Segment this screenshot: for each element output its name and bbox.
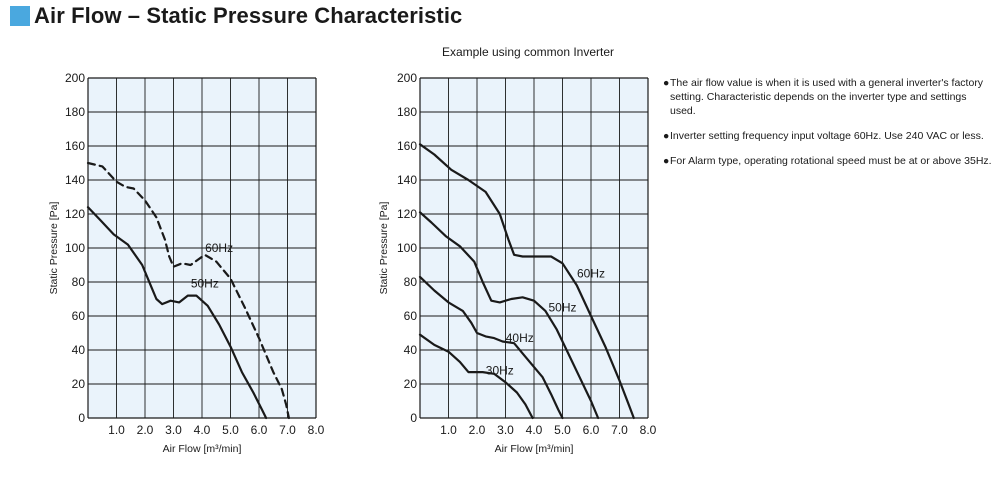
y-tick-label: 80 (404, 275, 418, 289)
y-tick-label: 120 (397, 207, 417, 221)
series-line-60hz (418, 143, 635, 420)
x-tick-label: 3.0 (165, 423, 182, 437)
x-tick-label: 2.0 (137, 423, 154, 437)
series-line-50hz (418, 211, 600, 420)
y-tick-label: 20 (404, 377, 418, 391)
note-text: The air flow value is when it is used wi… (670, 77, 984, 117)
y-tick-label: 180 (65, 105, 85, 119)
x-tick-label: 6.0 (583, 423, 600, 437)
series-line-40hz (418, 275, 564, 420)
series-line-30hz (418, 333, 534, 420)
y-tick-label: 100 (397, 241, 417, 255)
y-tick-label: 160 (65, 139, 85, 153)
note-item: ● The air flow value is when it is used … (663, 76, 993, 118)
y-tick-label: 40 (404, 343, 418, 357)
series-label-30hz: 30Hz (486, 363, 514, 377)
y-tick-label: 0 (410, 411, 417, 425)
bullet-icon: ● (663, 77, 670, 89)
y-tick-label: 80 (72, 275, 86, 289)
y-tick-label: 200 (65, 71, 85, 85)
x-tick-label: 7.0 (611, 423, 628, 437)
y-tick-label: 100 (65, 241, 85, 255)
series-label-50hz: 50Hz (548, 301, 576, 315)
series-label-60hz: 60Hz (577, 267, 605, 281)
chart-common-inverter: 0 20 40 60 80 100 120 140 160 180 200 1.0 2.0 3.0 4.0 5… (378, 45, 657, 455)
x-axis-title: Air Flow [m³/min] (163, 443, 242, 455)
series-label-60hz: 60Hz (205, 241, 233, 255)
bullet-icon: ● (663, 130, 670, 142)
accent-square-icon (10, 6, 30, 26)
x-axis-title: Air Flow [m³/min] (495, 443, 574, 455)
y-tick-label: 0 (78, 411, 85, 425)
note-item: ● For Alarm type, operating rotational s… (663, 154, 993, 168)
y-tick-label: 200 (397, 71, 417, 85)
note-text: For Alarm type, operating rotational spe… (670, 155, 992, 167)
page-title: Air Flow – Static Pressure Characteristi… (34, 3, 463, 28)
x-tick-label: 8.0 (308, 423, 325, 437)
x-tick-label: 1.0 (440, 423, 457, 437)
bullet-icon: ● (663, 155, 670, 167)
x-tick-label: 4.0 (526, 423, 543, 437)
title-bar: Air Flow – Static Pressure Characteristi… (10, 3, 463, 28)
y-tick-label: 140 (65, 173, 85, 187)
notes-list: ● The air flow value is when it is used … (663, 76, 993, 179)
series-line-60hz (86, 161, 290, 420)
y-tick-label: 160 (397, 139, 417, 153)
x-tick-label: 2.0 (469, 423, 486, 437)
y-axis-title: Static Pressure [Pa] (48, 202, 60, 295)
x-tick-label: 1.0 (108, 423, 125, 437)
x-tick-label: 4.0 (194, 423, 211, 437)
note-text: Inverter setting frequency input voltage… (670, 130, 984, 142)
series-line-50hz (86, 206, 268, 420)
x-tick-label: 5.0 (554, 423, 571, 437)
x-tick-label: 7.0 (279, 423, 296, 437)
chart-50-60hz: 0 20 40 60 80 100 120 140 160 180 200 1.0 2.0 3.0 4.0 5… (48, 71, 325, 455)
x-tick-label: 5.0 (222, 423, 239, 437)
series-label-50hz: 50Hz (191, 277, 219, 291)
y-tick-label: 40 (72, 343, 86, 357)
x-tick-label: 8.0 (640, 423, 657, 437)
note-item: ● Inverter setting frequency input volta… (663, 129, 993, 143)
y-tick-label: 180 (397, 105, 417, 119)
y-tick-label: 140 (397, 173, 417, 187)
x-tick-label: 3.0 (497, 423, 514, 437)
y-axis-title: Static Pressure [Pa] (378, 202, 390, 295)
chart-subtitle: Example using common Inverter (442, 45, 614, 59)
y-tick-label: 120 (65, 207, 85, 221)
x-tick-label: 6.0 (251, 423, 268, 437)
y-tick-label: 20 (72, 377, 86, 391)
y-tick-label: 60 (72, 309, 86, 323)
y-tick-label: 60 (404, 309, 418, 323)
series-label-40hz: 40Hz (506, 331, 534, 345)
